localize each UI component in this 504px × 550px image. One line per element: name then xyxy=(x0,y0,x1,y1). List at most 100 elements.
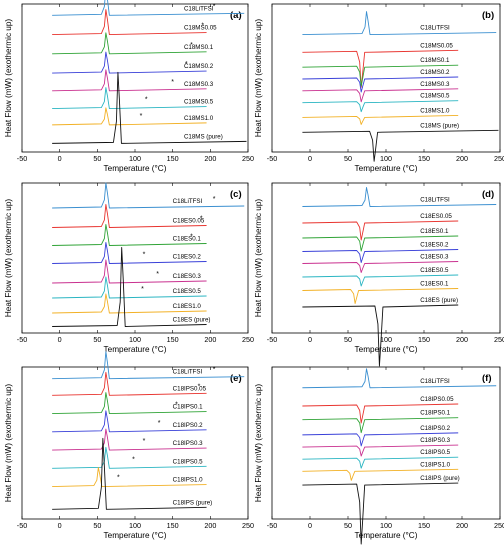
x-tick-label: 250 xyxy=(242,154,254,163)
series-label: C18IPS1.0 xyxy=(420,461,450,468)
series-label: C18ES0.5 xyxy=(173,288,202,295)
series-line xyxy=(52,224,207,246)
x-tick-label: 50 xyxy=(93,154,101,163)
series-line xyxy=(302,11,497,36)
series-label: C18MS0.2 xyxy=(184,63,214,70)
panel-letter: (e) xyxy=(230,373,242,384)
plot-frame xyxy=(21,366,249,520)
series-line xyxy=(302,129,499,162)
series-label: C18ES0.1 xyxy=(420,281,449,288)
series-line xyxy=(52,446,207,469)
chart-panel-e: -50 0 50 100 150 200 250 Temperature (°C) Heat F… xyxy=(4,351,254,540)
series-label: C18MS0.1 xyxy=(184,44,214,51)
series-line xyxy=(302,115,459,125)
series-line xyxy=(302,235,459,252)
x-tick-label: 0 xyxy=(58,521,62,530)
x-tick-label: -50 xyxy=(17,521,27,530)
series-line xyxy=(302,304,459,367)
x-tick-label: 0 xyxy=(58,335,62,344)
series-line xyxy=(52,204,207,228)
series-line xyxy=(52,293,207,314)
x-tick-label: 250 xyxy=(242,335,254,344)
series-label: C18MS0.5 xyxy=(420,93,450,100)
series-label: C18IPS0.3 xyxy=(173,440,203,447)
series-line xyxy=(302,403,459,424)
series-line xyxy=(52,0,245,16)
series-label: C18MS0.05 xyxy=(184,25,217,32)
series-line xyxy=(52,9,207,36)
series-label: C18ES0.1 xyxy=(420,228,449,235)
x-tick-label: -50 xyxy=(17,335,27,344)
series-label: C18LiTFSI xyxy=(173,198,203,205)
series-line xyxy=(302,100,459,113)
series-line xyxy=(52,247,207,327)
x-tick-label: 100 xyxy=(380,154,392,163)
series-line xyxy=(302,432,459,447)
series-label: C18ES0.5 xyxy=(420,267,449,274)
series-line xyxy=(52,276,207,299)
series-line xyxy=(302,368,497,389)
chart-panel-d: -50 0 50 100 150 200 250 Temperature (°C) Heat F… xyxy=(254,182,504,367)
series-label: C18IPS (pure) xyxy=(173,499,213,506)
series-label: C18MS1.0 xyxy=(184,115,214,122)
series-line xyxy=(52,87,207,110)
marker-star: * xyxy=(158,420,161,427)
x-tick-label: 50 xyxy=(344,335,352,344)
plot-frame xyxy=(21,182,249,334)
series-line xyxy=(52,259,207,284)
marker-star: * xyxy=(190,42,193,49)
x-tick-label: 0 xyxy=(308,521,312,530)
series-line xyxy=(302,456,459,469)
series-label: C18LiTFSI xyxy=(184,5,214,12)
x-tick-label: 100 xyxy=(380,335,392,344)
series-line xyxy=(302,417,459,434)
x-tick-label: 200 xyxy=(456,154,468,163)
series-line xyxy=(52,410,207,433)
x-tick-label: 100 xyxy=(380,521,392,530)
series-line xyxy=(52,428,207,451)
y-axis-title: Heat Flow (mW) (exothermic up) xyxy=(254,384,263,503)
series-line xyxy=(52,182,245,209)
marker-star: * xyxy=(156,271,159,278)
series-label: C18IPS0.05 xyxy=(420,396,454,403)
series-line xyxy=(302,444,459,457)
series-label: C18ES0.1 xyxy=(173,236,202,243)
series-line xyxy=(302,76,459,93)
series-label: C18LiTFSI xyxy=(420,25,450,32)
x-axis-title: Temperature (°C) xyxy=(104,345,167,354)
series-label: C18IPS0.5 xyxy=(420,449,450,456)
panel-letter: (b) xyxy=(482,10,494,21)
x-tick-label: -50 xyxy=(267,154,277,163)
y-axis-title: Heat Flow (mW) (exothermic up) xyxy=(254,199,263,318)
series-label: C18MS (pure) xyxy=(420,122,459,129)
series-label: C18ES0.3 xyxy=(420,254,449,261)
x-tick-label: 0 xyxy=(308,335,312,344)
series-label: C18MS0.2 xyxy=(420,69,450,76)
marker-star: * xyxy=(213,367,216,374)
series-label: C18LiTFSI xyxy=(420,197,450,204)
series-label: C18IPS0.1 xyxy=(173,404,203,411)
x-tick-label: 200 xyxy=(456,335,468,344)
y-axis-title: Heat Flow (mW) (exothermic up) xyxy=(4,384,13,503)
plot-frame xyxy=(271,366,501,520)
x-tick-label: 150 xyxy=(418,154,430,163)
x-axis-title: Temperature (°C) xyxy=(355,531,418,540)
series-line xyxy=(302,482,459,545)
y-axis-title: Heat Flow (mW) (exothermic up) xyxy=(4,19,13,138)
x-tick-label: 150 xyxy=(418,335,430,344)
series-label: C18MS1.0 xyxy=(420,107,450,114)
marker-star: * xyxy=(143,438,146,445)
x-tick-label: 200 xyxy=(204,521,216,530)
series-line xyxy=(302,187,497,207)
marker-star: * xyxy=(141,286,144,293)
plot-frame xyxy=(271,182,501,334)
x-tick-label: 200 xyxy=(204,154,216,163)
x-tick-label: 150 xyxy=(167,335,179,344)
chart-panel-a: -50 0 50 100 150 200 250 Temperature (°C) Heat F… xyxy=(4,0,254,173)
series-label: C18IPS0.2 xyxy=(420,425,450,432)
x-tick-label: 0 xyxy=(308,154,312,163)
marker-star: * xyxy=(140,113,143,120)
x-axis-title: Temperature (°C) xyxy=(355,345,418,354)
x-tick-label: 250 xyxy=(242,521,254,530)
